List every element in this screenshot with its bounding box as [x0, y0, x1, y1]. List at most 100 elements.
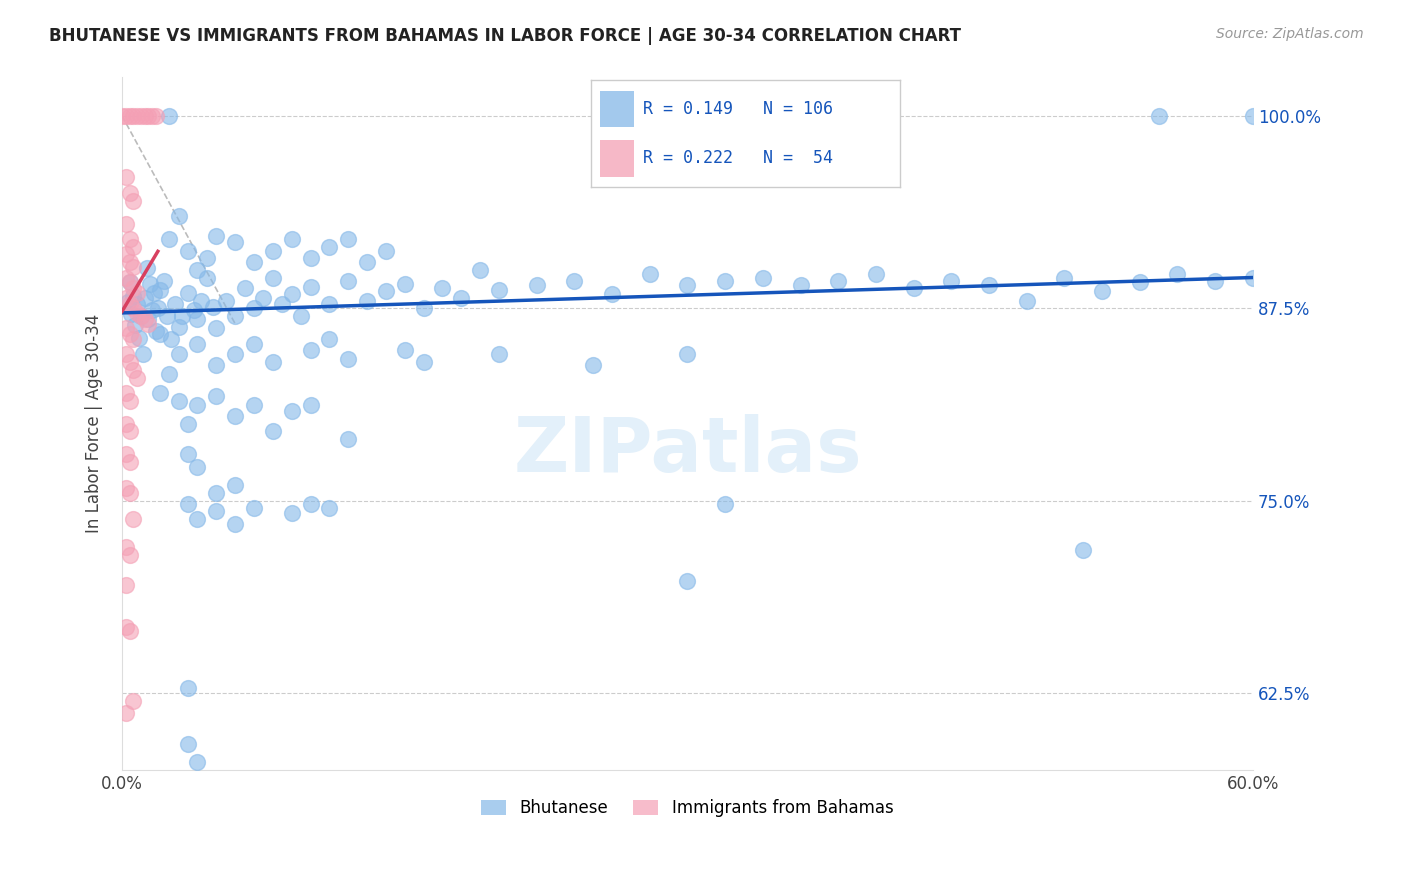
Point [149, 327, 172, 342]
Point [356, 293, 378, 308]
Point [114, 417, 136, 431]
Point [271, 296, 294, 310]
FancyBboxPatch shape [600, 140, 634, 177]
Point [156, 309, 179, 323]
Point [177, 417, 200, 431]
Point [118, 486, 141, 500]
Point [1015, 293, 1038, 308]
Point [121, 308, 143, 322]
Point [118, 186, 141, 200]
Point [676, 574, 699, 588]
Point [152, 274, 174, 288]
Point [183, 302, 205, 317]
Point [224, 235, 246, 249]
Point [374, 285, 396, 299]
Point [280, 506, 302, 520]
Point [114, 109, 136, 123]
Point [114, 247, 136, 261]
Point [318, 296, 340, 310]
Point [118, 232, 141, 246]
Point [412, 355, 434, 369]
Point [468, 262, 491, 277]
Point [243, 255, 266, 269]
Point [160, 332, 183, 346]
Point [789, 278, 811, 293]
Point [186, 459, 208, 474]
Point [205, 389, 228, 403]
Point [122, 281, 145, 295]
Point [134, 291, 156, 305]
Point [299, 251, 322, 265]
Point [172, 309, 194, 323]
Point [118, 355, 141, 369]
Point [714, 497, 737, 511]
Point [1204, 274, 1226, 288]
Point [124, 318, 146, 333]
Point [118, 109, 141, 123]
Point [224, 409, 246, 423]
Point [111, 109, 134, 123]
Point [412, 301, 434, 316]
Point [280, 287, 302, 301]
Point [177, 285, 200, 300]
Point [177, 244, 200, 259]
Point [122, 301, 145, 316]
Point [243, 336, 266, 351]
Point [157, 368, 180, 382]
Point [299, 279, 322, 293]
Point [827, 274, 849, 288]
Point [157, 232, 180, 246]
Point [337, 352, 360, 367]
Point [129, 309, 152, 323]
Point [526, 278, 548, 293]
Point [1241, 270, 1264, 285]
Point [149, 386, 172, 401]
Point [488, 283, 510, 297]
Point [149, 283, 172, 297]
Point [638, 268, 661, 282]
Point [157, 109, 180, 123]
Text: Source: ZipAtlas.com: Source: ZipAtlas.com [1216, 27, 1364, 41]
Point [163, 296, 186, 310]
FancyBboxPatch shape [600, 91, 634, 128]
Point [582, 358, 605, 372]
Point [224, 478, 246, 492]
Point [118, 425, 141, 439]
Point [118, 327, 141, 342]
Point [450, 291, 472, 305]
Point [1166, 268, 1188, 282]
Point [114, 620, 136, 634]
Point [118, 255, 141, 269]
Point [114, 291, 136, 305]
Point [145, 109, 167, 123]
Point [941, 274, 963, 288]
Point [143, 285, 166, 300]
Point [122, 109, 145, 123]
Point [134, 312, 156, 326]
Point [118, 275, 141, 289]
Point [114, 270, 136, 285]
Point [122, 240, 145, 254]
Point [262, 425, 284, 439]
Point [167, 393, 190, 408]
Point [177, 497, 200, 511]
Point [127, 296, 149, 310]
Point [127, 306, 149, 320]
Text: ZIPatlas: ZIPatlas [513, 415, 862, 489]
Point [122, 512, 145, 526]
Point [122, 694, 145, 708]
Point [114, 217, 136, 231]
Point [114, 448, 136, 462]
Point [129, 109, 152, 123]
Point [186, 312, 208, 326]
Point [201, 300, 224, 314]
Point [337, 274, 360, 288]
Point [233, 281, 256, 295]
Point [186, 756, 208, 770]
Text: R = 0.222   N =  54: R = 0.222 N = 54 [643, 150, 834, 168]
Point [122, 194, 145, 208]
Point [1053, 270, 1076, 285]
Point [122, 332, 145, 346]
Point [356, 255, 378, 269]
Point [752, 270, 775, 285]
